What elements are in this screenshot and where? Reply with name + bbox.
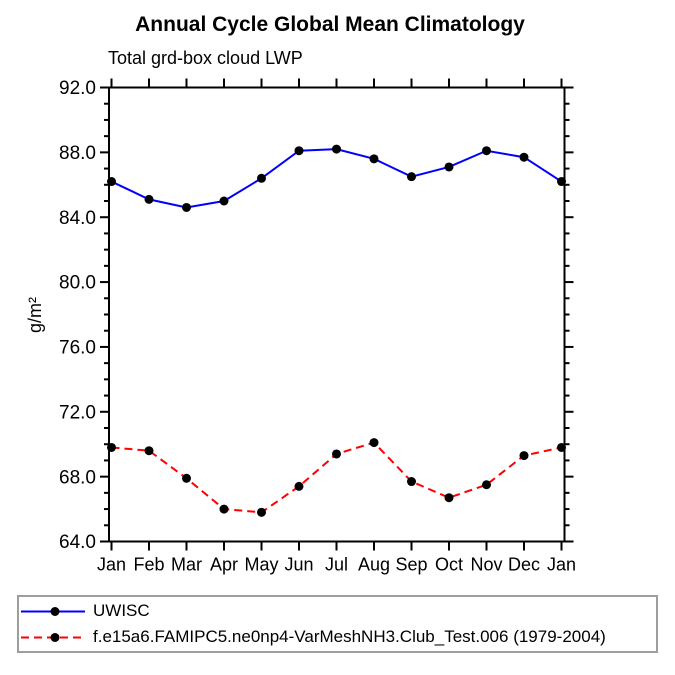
data-point [332,144,341,154]
legend: UWISC f.e15a6.FAMIPC5.ne0np4-VarMeshNH3.… [17,595,658,653]
x-tick-label: Nov [470,555,502,575]
data-point [557,177,566,187]
data-point [219,196,229,206]
plot-area: 64.0 68.0 72.0 76.0 80.0 84.0 88.0 92.0 Jan Feb Ma… [59,78,576,575]
data-point [107,442,116,452]
data-point [369,438,379,448]
y-tick-label: 68.0 [59,467,96,488]
x-tick-label: Dec [508,555,540,575]
data-point [519,451,529,461]
legend-line-sample-dashed [21,632,85,642]
data-point [444,493,454,503]
x-tick-label: Mar [171,555,202,575]
x-tick-label: Jan [547,555,576,575]
legend-item: f.e15a6.FAMIPC5.ne0np4-VarMeshNH3.Club_T… [19,624,656,650]
x-tick-label: Jul [325,555,348,575]
legend-marker [50,632,60,642]
data-point [257,173,266,183]
data-point [144,446,154,456]
x-tick-label: Jan [97,555,126,575]
legend-marker [50,606,60,616]
legend-item: UWISC [19,598,656,624]
data-point [557,442,566,452]
legend-label: UWISC [93,601,150,620]
data-point [407,172,416,182]
x-tick-label: Apr [210,555,238,575]
y-tick-label: 92.0 [59,78,96,99]
x-tick-label: Feb [133,555,164,575]
data-point [294,481,304,491]
series-line-0 [111,148,563,209]
data-point [482,146,491,156]
data-point [482,480,491,490]
chart-title: Annual Cycle Global Mean Climatology [135,13,525,36]
data-point [519,152,529,162]
data-point [182,473,191,483]
data-point [332,449,341,459]
x-tick-label: Oct [435,555,463,575]
data-point [107,177,116,187]
data-point [219,504,229,514]
y-tick-label: 80.0 [59,273,96,294]
plot-frame [108,86,566,543]
legend-label: f.e15a6.FAMIPC5.ne0np4-VarMeshNH3.Club_T… [93,627,606,646]
y-tick-label: 88.0 [59,143,96,164]
data-point [257,507,266,517]
data-point [369,154,379,164]
x-tick-label: Sep [395,555,427,575]
data-point [444,162,454,172]
data-point [407,477,416,487]
y-tick-label: 64.0 [59,532,96,553]
y-tick-label: 84.0 [59,208,96,229]
y-tick-label: 72.0 [59,402,96,423]
x-tick-label: May [244,555,278,575]
data-point [182,202,191,212]
chart-subtitle: Total grd-box cloud LWP [108,48,303,68]
x-tick-label: Aug [358,555,390,575]
y-tick-label: 76.0 [59,338,96,359]
x-tick-label: Jun [284,555,313,575]
data-point [144,194,154,204]
data-point [294,146,304,156]
legend-line-sample-solid [21,606,85,616]
